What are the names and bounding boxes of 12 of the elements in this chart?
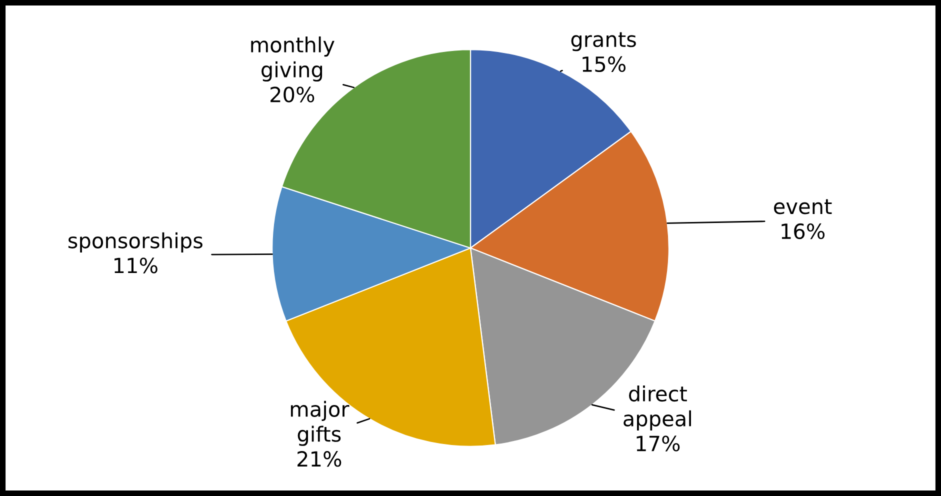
slice-label: major gifts xyxy=(290,400,350,446)
data-label: 16% xyxy=(782,223,825,240)
data-label: 15% xyxy=(582,56,626,72)
data-label: 11% xyxy=(114,258,158,274)
data-label: 17% xyxy=(636,436,680,452)
slice-label: event xyxy=(774,199,832,214)
slice-label: grants xyxy=(571,32,636,52)
slice-label: monthly giving xyxy=(251,36,334,82)
data-label: 21% xyxy=(298,451,342,467)
data-label: 20% xyxy=(270,86,314,102)
slice-label: sponsorships xyxy=(68,232,202,252)
slice-label: direct appeal xyxy=(624,385,691,431)
